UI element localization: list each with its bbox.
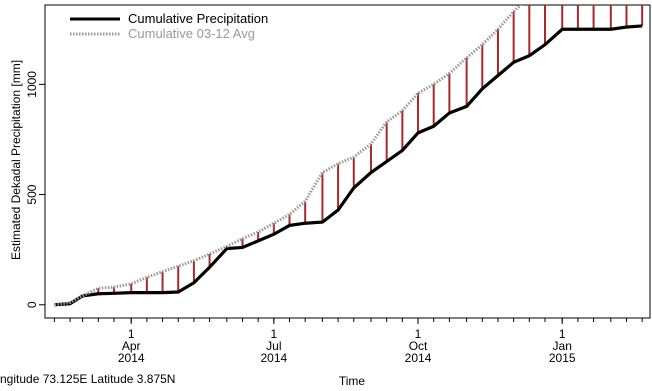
y-tick-label: 0 [25,301,39,308]
x-tick-label-line: 2015 [549,351,576,365]
x-tick-label-line: 1 [128,327,135,341]
x-tick-label-line: Apr [122,339,141,353]
x-tick-label-line: 1 [559,327,566,341]
series-line [54,24,643,307]
x-tick-label-line: 2014 [118,351,145,365]
x-tick-label: 1 Apr 2014 [118,327,145,365]
x-tick-label-line: 2014 [405,351,432,365]
legend-label: Cumulative 03-12 Avg [128,26,255,41]
x-tick-label: 1 Oct 2014 [405,327,432,365]
x-tick-label: 1 Jan 2015 [549,327,576,365]
x-axis-label: Time [339,374,366,388]
x-tick-label-line: Oct [409,339,428,353]
x-tick-label: 1 Jul 2014 [260,327,287,365]
legend-label: Cumulative Precipitation [128,11,268,26]
series-line [54,5,523,307]
x-tick-label-line: 2014 [260,351,287,365]
plot-area [54,5,644,307]
x-tick-label-line: Jul [266,339,281,353]
plot-frame [44,4,651,319]
y-axis-label: Estimated Dekadal Precipitation [mm] [9,60,23,260]
x-tick-label-line: Jan [553,339,572,353]
x-tick-label-line: 1 [415,327,422,341]
x-tick-label-line: 1 [270,327,277,341]
y-tick-label: 500 [25,184,39,204]
y-tick-label: 1000 [25,71,39,98]
location-note: ngitude 73.125E Latitude 3.875N [0,372,175,386]
